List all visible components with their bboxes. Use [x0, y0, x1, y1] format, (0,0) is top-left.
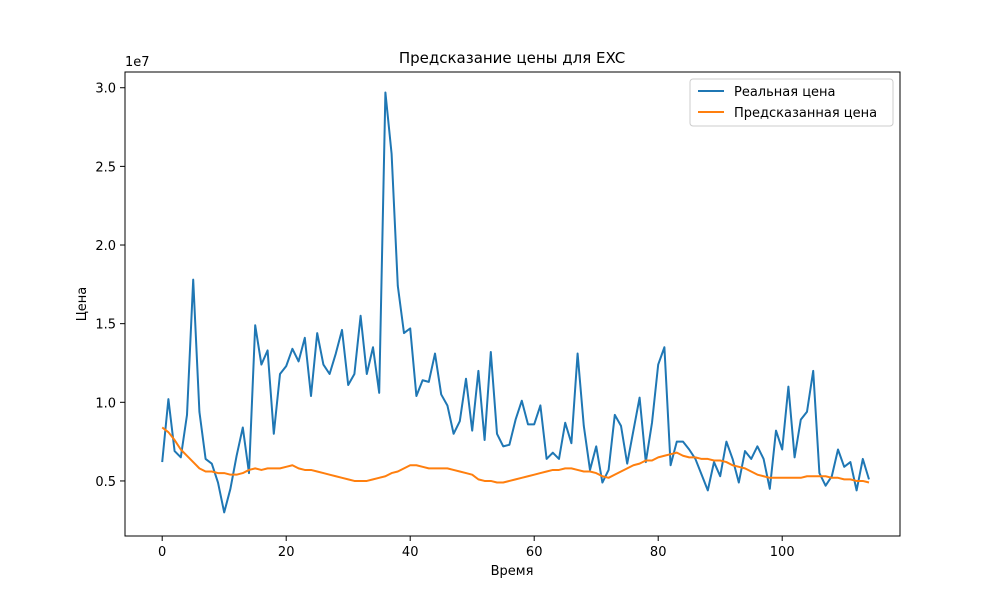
x-tick-label: 0 [158, 545, 166, 560]
x-tick-label: 80 [650, 545, 667, 560]
series-line-1 [161, 426, 870, 484]
y-axis: 0.5 1.0 1.5 2.0 2.5 3.0 [95, 82, 125, 490]
legend-label-real: Реальная цена [734, 85, 836, 100]
x-tick-label: 20 [278, 545, 295, 560]
y-tick-label: 2.0 [95, 239, 116, 254]
y-tick-label: 1.0 [95, 396, 116, 411]
x-tick-label: 60 [526, 545, 543, 560]
chart-title: Предсказание цены для EXC [399, 49, 625, 67]
x-axis: 0 20 40 60 80 100 [158, 536, 795, 560]
x-tick-label: 40 [402, 545, 419, 560]
y-tick-label: 3.0 [95, 82, 116, 97]
series-layer [161, 91, 870, 514]
legend-box [689, 78, 894, 127]
x-axis-label: Время [491, 564, 534, 579]
y-axis-label: Цена [75, 287, 90, 322]
plot-area-frame [124, 71, 901, 537]
legend-label-predicted: Предсказанная цена [734, 106, 877, 121]
x-tick-label: 100 [770, 545, 795, 560]
legend: Реальная цена Предсказанная цена [689, 78, 894, 127]
y-tick-label: 1.5 [95, 318, 116, 333]
series-line-0 [161, 91, 870, 514]
y-tick-label: 2.5 [95, 160, 116, 175]
y-tick-label: 0.5 [95, 475, 116, 490]
y-axis-multiplier: 1e7 [125, 55, 150, 70]
